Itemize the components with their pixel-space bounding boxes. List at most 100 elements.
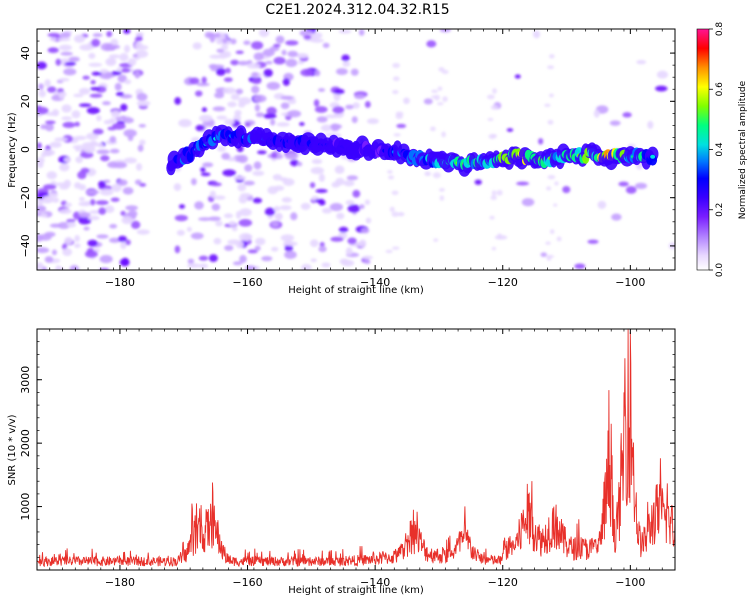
- spectrogram-cell: [345, 104, 354, 110]
- spectrogram-cell: [45, 123, 54, 132]
- spectrogram-cell: [318, 199, 326, 206]
- spectrogram-cell: [246, 63, 261, 69]
- spectrogram-cell: [64, 236, 73, 245]
- spectrogram-cell: [364, 101, 371, 108]
- spectrogram-cell: [363, 259, 371, 264]
- spectrogram-cell: [174, 214, 188, 222]
- snr-x-ticks: −180 −160 −140 −120 −100: [36, 329, 676, 589]
- spectrogram-cell: [244, 122, 251, 127]
- spectrogram-cell: [352, 189, 361, 198]
- spectrogram-cell: [117, 74, 127, 83]
- spectrogram-cell: [98, 207, 107, 215]
- spectrogram-cell: [178, 118, 192, 128]
- spectrogram-cell: [44, 79, 51, 87]
- spectrogram-cell: [403, 97, 410, 105]
- spectrogram-cell: [622, 112, 632, 118]
- spectrogram-cell: [309, 239, 319, 248]
- spectrogram-cell: [199, 114, 213, 122]
- spectrogram-cell: [237, 60, 249, 66]
- spectrogram-cell: [57, 37, 71, 42]
- spectrogram-cell: [251, 78, 262, 85]
- spectrogram-cell: [78, 87, 91, 95]
- spectrogram-cell: [83, 144, 96, 154]
- spectrogram-cell: [194, 201, 204, 210]
- spectrogram-cell: [227, 101, 237, 108]
- spectrogram-cell: [44, 256, 54, 263]
- spectrogram-cell: [247, 249, 258, 254]
- spectrogram-cell: [60, 51, 73, 56]
- spectrogram-cell: [516, 181, 530, 186]
- spectrogram-cell: [255, 237, 266, 246]
- spectrogram-cell: [546, 186, 552, 191]
- spectrogram-cell: [55, 266, 65, 270]
- spectrogram-cell: [442, 96, 448, 102]
- y-tick-label: −40: [19, 234, 32, 257]
- spectrogram-cell: [48, 191, 59, 198]
- spectrogram-cell: [284, 244, 294, 252]
- spectrogram-cell: [123, 29, 131, 34]
- spectrogram-x-ticks: −180 −160 −140 −120 −100: [36, 29, 676, 289]
- spectrogram-cell: [549, 54, 555, 59]
- spectrogram-cell: [37, 200, 43, 207]
- spectrogram-cell: [200, 167, 206, 173]
- spectrogram-cell: [37, 160, 44, 168]
- spectrogram-cell: [136, 92, 148, 101]
- spectrogram-cell: [330, 236, 344, 242]
- spectrogram-cell: [238, 97, 252, 105]
- spectrogram-cell: [90, 199, 96, 206]
- spectrogram-cell: [124, 79, 132, 85]
- spectrogram-cell: [74, 234, 80, 242]
- spectrogram-cell: [132, 53, 138, 58]
- spectrogram-cell: [136, 100, 151, 107]
- spectrogram-cell: [611, 213, 622, 221]
- spectrogram-cell: [322, 42, 330, 49]
- spectrogram-cell: [359, 204, 365, 210]
- spectrogram-cell: [196, 82, 210, 87]
- spectrogram-cell: [284, 152, 299, 160]
- spectrogram-cell: [37, 106, 49, 115]
- spectrogram-cell: [139, 183, 147, 187]
- spectrogram-cell: [109, 237, 121, 243]
- spectrogram-cell: [85, 189, 100, 195]
- spectrogram-cell: [266, 81, 281, 90]
- spectrogram-cell: [138, 123, 147, 128]
- spectrogram-cell: [388, 175, 395, 180]
- spectrogram-cell: [61, 116, 73, 121]
- spectrogram-cell: [121, 216, 133, 225]
- spectrogram-cell: [289, 159, 299, 167]
- spectrogram-cell: [263, 113, 277, 119]
- spectrogram-cell: [136, 229, 150, 235]
- spectrogram-cell: [265, 60, 273, 65]
- spectrogram-cell: [189, 77, 200, 85]
- spectrogram-cell: [251, 41, 264, 50]
- spectrogram-cell: [301, 263, 312, 270]
- spectrogram-cell: [62, 121, 76, 129]
- spectrogram-cell: [115, 91, 124, 97]
- spectrogram-cell: [273, 56, 286, 65]
- spectrogram-cell: [593, 109, 600, 118]
- spectrogram-panel: −180 −160 −140 −120 −100 −40 −20 0 20 40 Height …: [7, 28, 676, 296]
- spectrogram-cell: [109, 223, 118, 229]
- spectrogram-cell: [44, 231, 56, 237]
- spectrogram-cell: [220, 44, 229, 51]
- spectrogram-cell: [299, 122, 305, 126]
- spectrogram-cell: [233, 155, 245, 162]
- spectrogram-cell: [235, 88, 244, 95]
- spectrogram-cell: [252, 197, 263, 204]
- spectrogram-cell: [42, 149, 56, 156]
- spectrogram-cell: [310, 167, 325, 175]
- spectrogram-cell: [238, 218, 253, 227]
- spectrogram-cell: [254, 245, 261, 251]
- spectrogram-cell: [200, 172, 211, 177]
- spectrogram-cell: [553, 203, 558, 207]
- spectrogram-cell: [521, 198, 535, 207]
- spectrogram-cell: [84, 250, 98, 258]
- spectrogram-cell: [79, 196, 85, 202]
- spectrogram-cell: [285, 40, 299, 46]
- spectrogram-cell: [96, 115, 102, 122]
- spectrogram-cell: [58, 208, 72, 214]
- spectrogram-cell: [514, 74, 521, 79]
- spectrogram-cell: [233, 175, 240, 180]
- spectrogram-cell: [234, 110, 242, 116]
- spectrogram-cell: [122, 187, 134, 195]
